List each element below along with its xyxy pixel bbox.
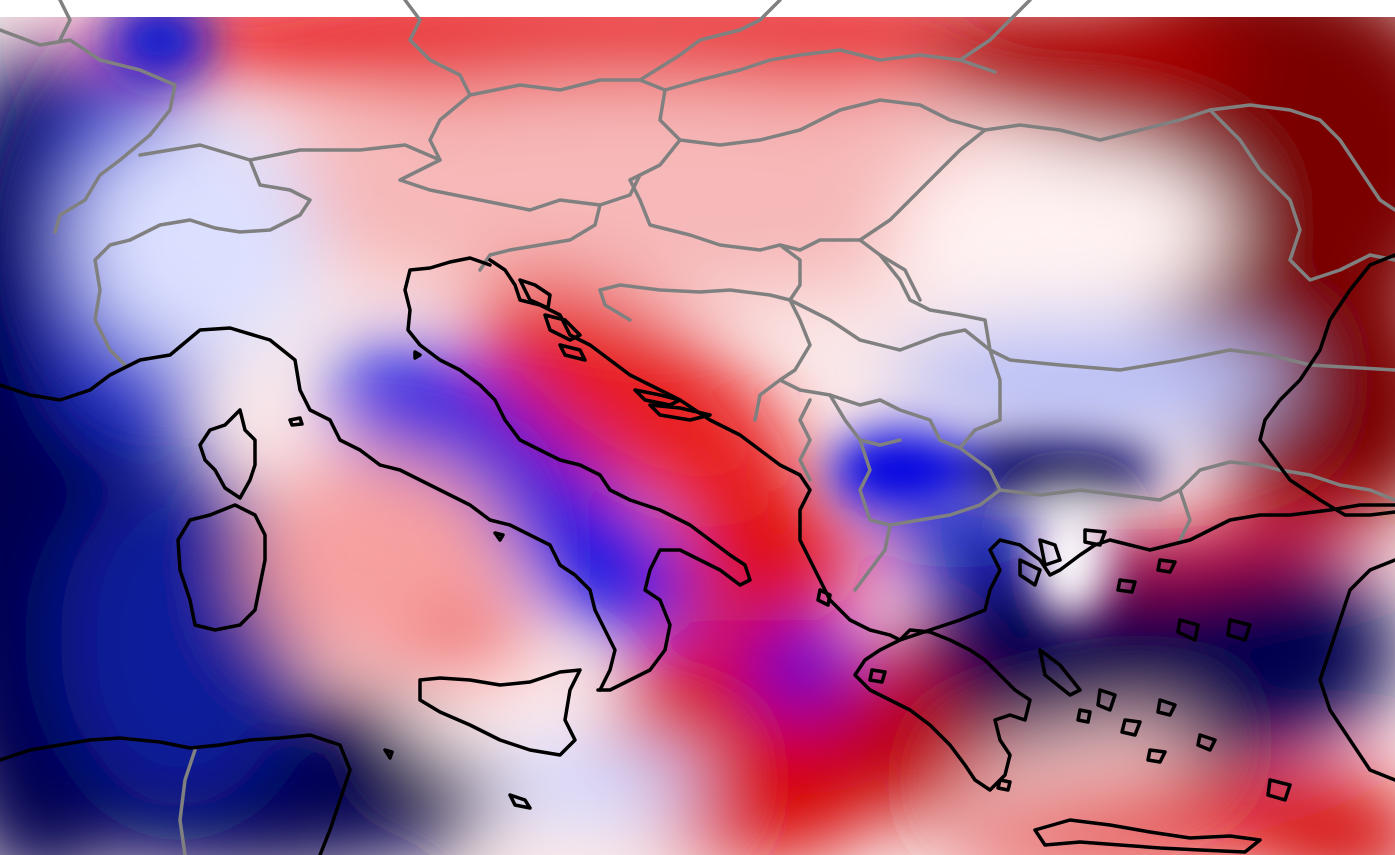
- top-margin: [0, 0, 1395, 17]
- coastlines: [0, 253, 1395, 855]
